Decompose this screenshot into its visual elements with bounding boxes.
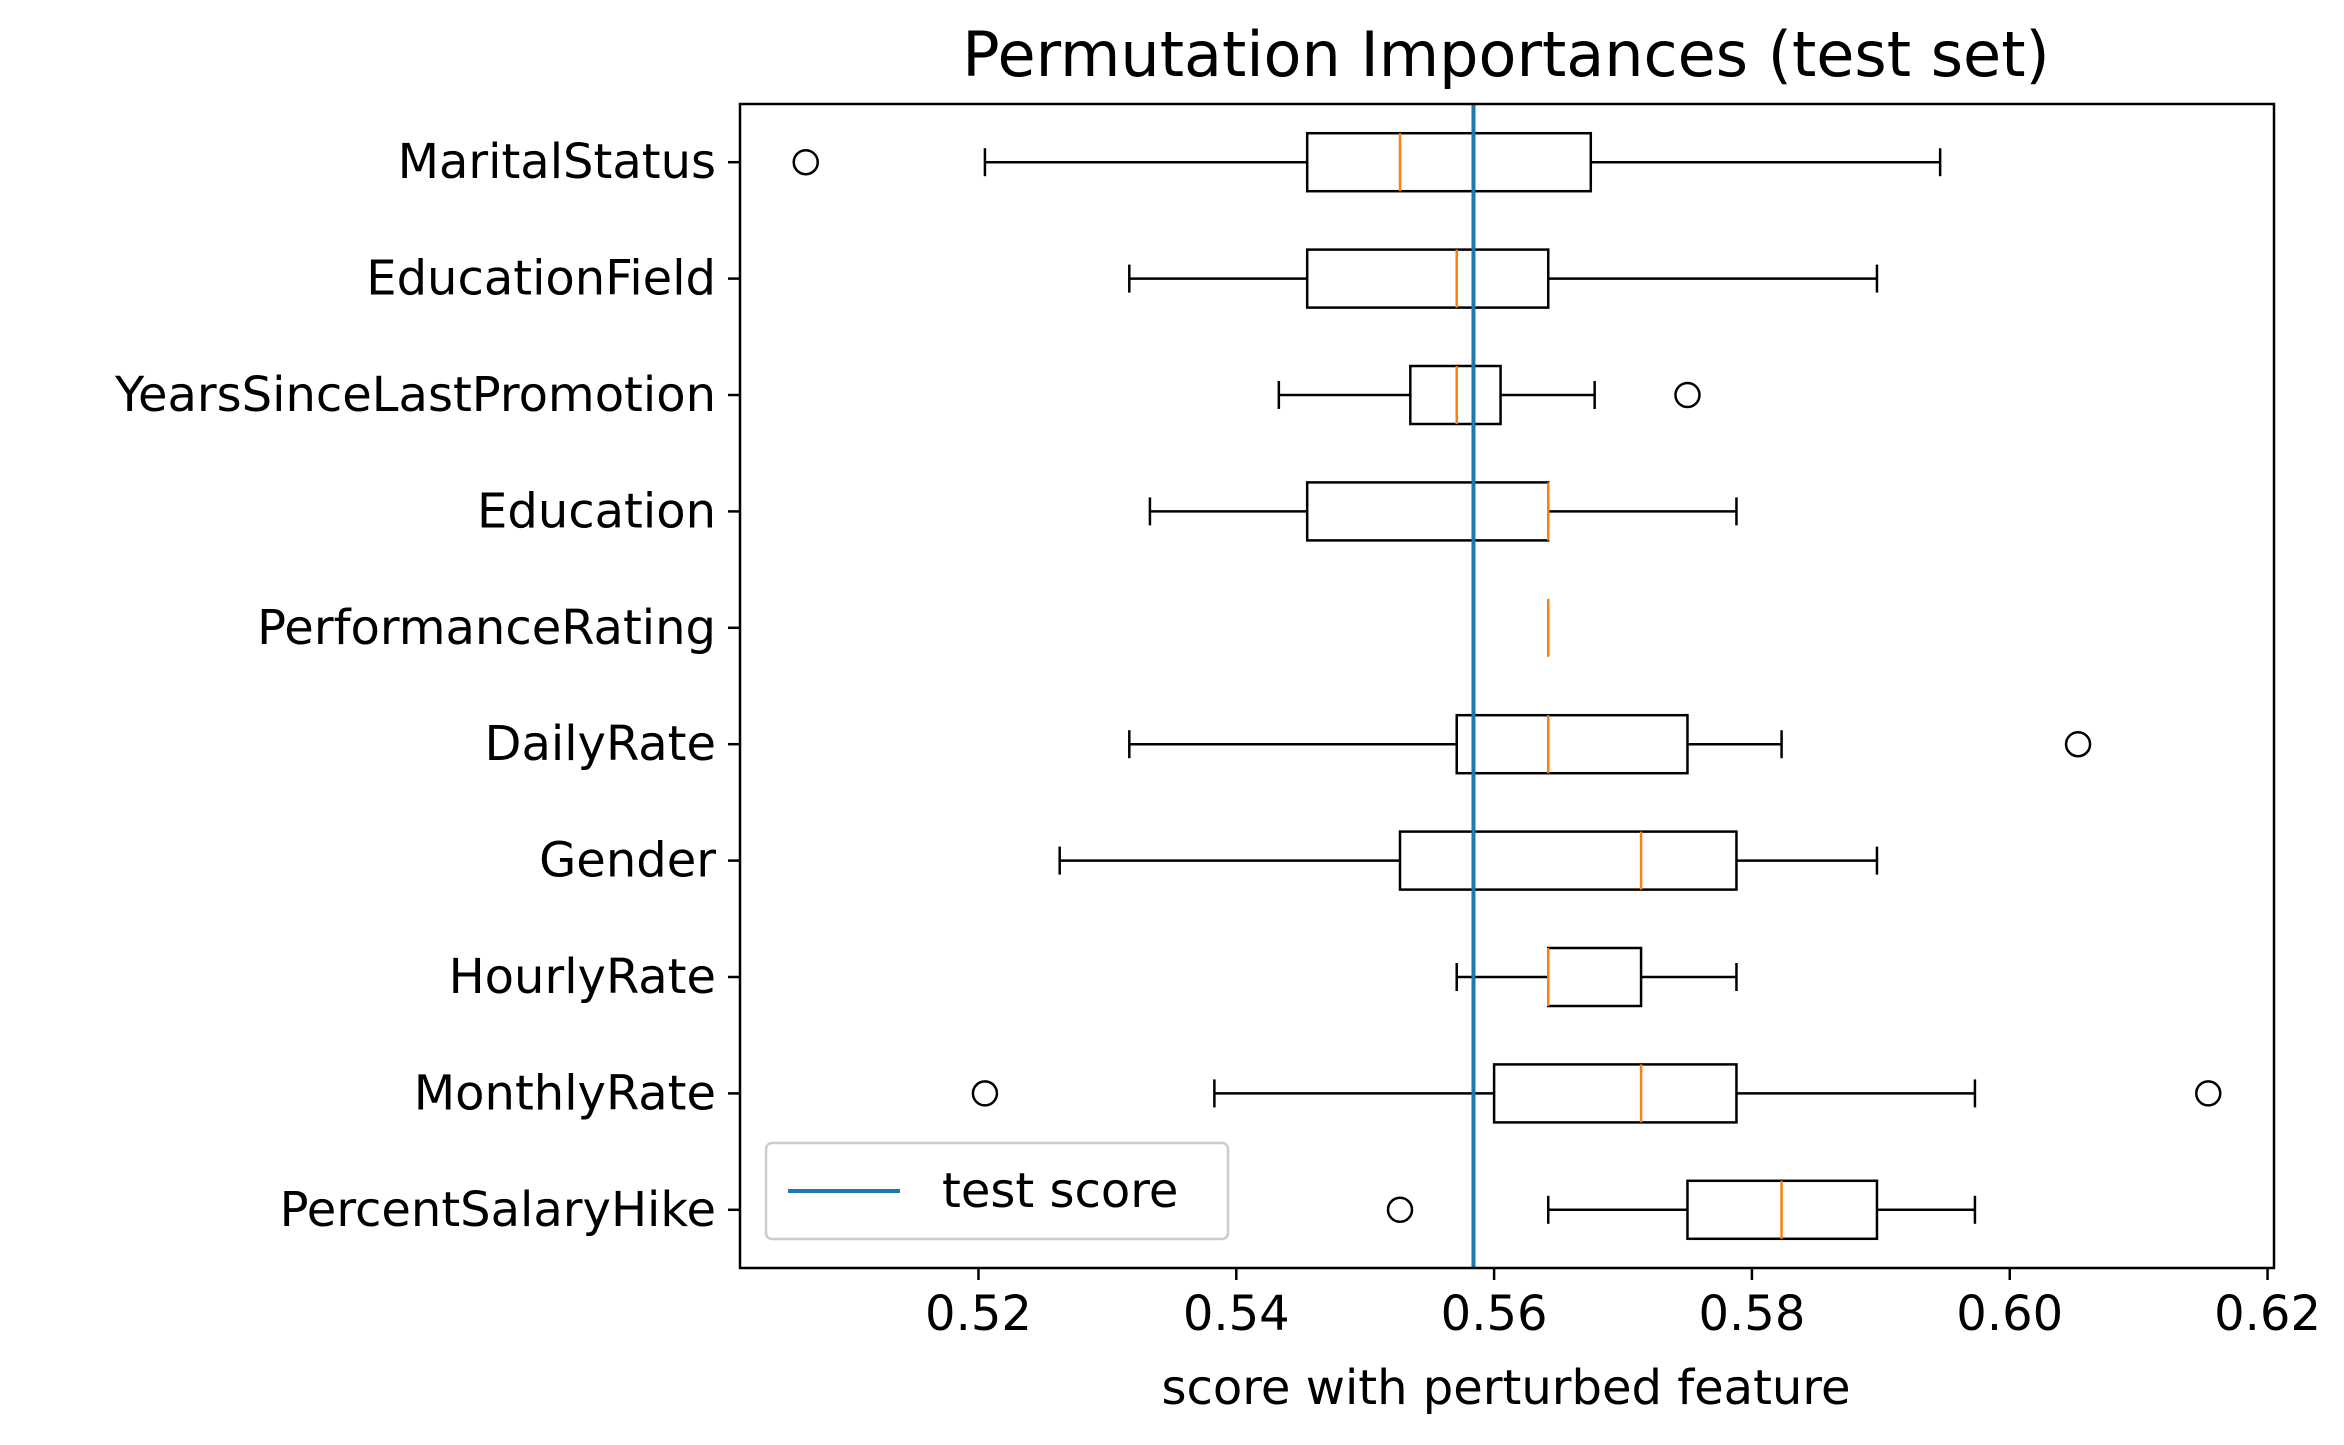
box-group: [1148, 481, 1738, 542]
box: [1409, 364, 1502, 426]
box: [1305, 248, 1550, 309]
x-tick-label: 0.56: [1441, 1286, 1548, 1342]
box-group: [1386, 1179, 1977, 1241]
y-tick-label: EducationField: [366, 251, 716, 307]
x-tick-label: 0.58: [1698, 1286, 1805, 1342]
box: [1455, 713, 1689, 775]
x-tick-label: 0.54: [1183, 1286, 1290, 1342]
plot-frame: [738, 102, 2276, 1270]
box-group: [1128, 713, 2092, 775]
outlier-point: [1674, 381, 1701, 409]
y-tick-label: Gender: [539, 833, 716, 889]
box: [1305, 131, 1593, 193]
outlier-point: [2064, 730, 2092, 758]
y-tick-label: MonthlyRate: [414, 1065, 716, 1121]
box: [1398, 830, 1738, 891]
box-group: [1128, 248, 1879, 309]
outlier-point: [2195, 1080, 2222, 1107]
x-tick-label: 0.52: [925, 1286, 1032, 1342]
box-group: [792, 131, 1942, 193]
legend-box: [764, 1141, 1230, 1241]
box-group: [1277, 364, 1701, 426]
y-tick-label: Education: [477, 483, 716, 539]
y-tick-label: YearsSinceLastPromotion: [114, 367, 716, 423]
box-group: [971, 1063, 2222, 1124]
y-tick-label: PerformanceRating: [257, 600, 716, 656]
x-tick-label: 0.60: [1956, 1286, 2063, 1342]
outlier-point: [971, 1080, 999, 1107]
y-tick-label: MaritalStatus: [398, 134, 716, 190]
x-tick-label: 0.62: [2214, 1286, 2321, 1342]
box-group: [1058, 830, 1879, 891]
x-axis-label: score with perturbed feature: [1161, 1360, 1850, 1416]
box: [1492, 1063, 1738, 1124]
y-tick-label: HourlyRate: [449, 949, 716, 1005]
outlier-point: [1386, 1196, 1414, 1224]
y-tick-label: PercentSalaryHike: [280, 1182, 716, 1238]
plot-area: [792, 104, 2222, 1268]
outlier-point: [792, 148, 819, 176]
legend-label-test-score: test score: [942, 1163, 1178, 1219]
axes: MaritalStatus EducationField YearsSinceLas…: [114, 134, 2321, 1342]
chart-title: Permutation Importances (test set): [962, 18, 2049, 91]
legend: test score: [764, 1141, 1230, 1241]
y-tick-label: DailyRate: [484, 716, 716, 772]
